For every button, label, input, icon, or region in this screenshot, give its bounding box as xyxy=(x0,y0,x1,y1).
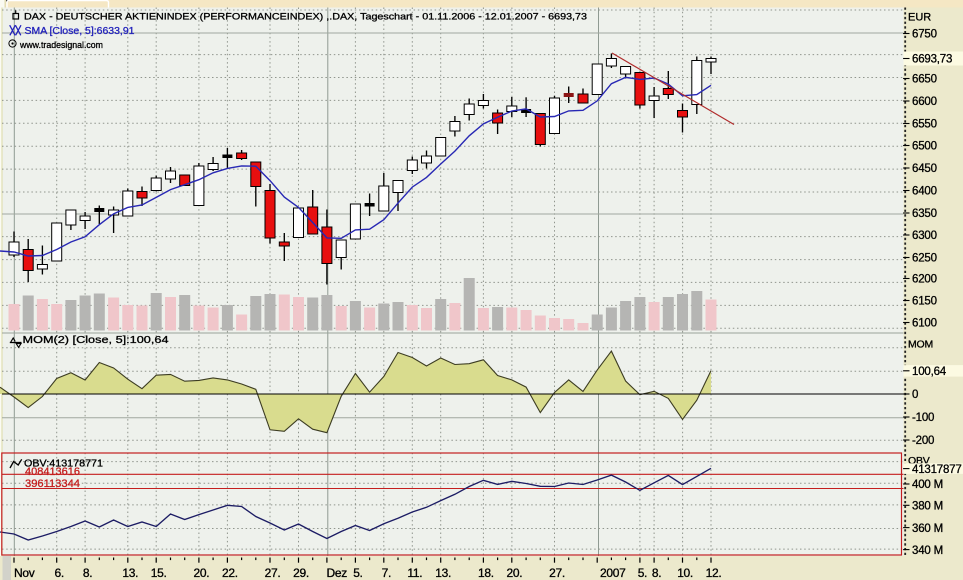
svg-text:27.: 27. xyxy=(549,566,565,580)
svg-text:2007: 2007 xyxy=(600,566,626,580)
svg-text:EUR: EUR xyxy=(908,12,931,24)
svg-text:7.: 7. xyxy=(382,566,391,580)
svg-text:10.: 10. xyxy=(677,566,693,580)
svg-text:Dez: Dez xyxy=(327,566,348,580)
svg-text:6600: 6600 xyxy=(912,96,937,108)
svg-text:8.: 8. xyxy=(83,566,92,580)
svg-text:6.: 6. xyxy=(54,566,63,580)
svg-text:6693,73: 6693,73 xyxy=(912,54,952,66)
svg-text:27.: 27. xyxy=(265,566,281,580)
svg-text:18.: 18. xyxy=(478,566,494,580)
svg-text:380 M: 380 M xyxy=(912,501,943,513)
svg-text:6350: 6350 xyxy=(912,208,937,220)
svg-text:SMA [Close, 5]:6633,91: SMA [Close, 5]:6633,91 xyxy=(25,25,135,37)
svg-text:6400: 6400 xyxy=(912,186,937,198)
svg-text:22.: 22. xyxy=(222,566,238,580)
svg-text:-100: -100 xyxy=(912,412,934,424)
svg-text:20.: 20. xyxy=(194,566,210,580)
svg-text:6500: 6500 xyxy=(912,141,937,153)
svg-text:6100: 6100 xyxy=(912,318,937,330)
svg-text:400 M: 400 M xyxy=(912,479,943,491)
svg-text:6200: 6200 xyxy=(912,274,937,286)
svg-text:100,64: 100,64 xyxy=(912,366,947,378)
svg-text:13.: 13. xyxy=(435,566,451,580)
svg-text:408413616: 408413616 xyxy=(25,466,80,478)
svg-text:0: 0 xyxy=(912,389,918,401)
svg-text:396113344: 396113344 xyxy=(25,478,80,490)
svg-text:6450: 6450 xyxy=(912,163,937,175)
svg-text:15.: 15. xyxy=(151,566,167,580)
svg-text:29.: 29. xyxy=(293,566,309,580)
svg-text:MOM(2) [Close, 5]:100,64: MOM(2) [Close, 5]:100,64 xyxy=(23,335,170,346)
svg-text:OBV:413178771: OBV:413178771 xyxy=(24,458,103,469)
svg-text:12.: 12. xyxy=(706,566,722,580)
svg-text:6300: 6300 xyxy=(912,230,937,242)
svg-text:5.: 5. xyxy=(353,566,362,580)
svg-text:-200: -200 xyxy=(912,435,934,447)
svg-text:41317877: 41317877 xyxy=(912,464,962,476)
svg-text:6150: 6150 xyxy=(912,296,937,308)
svg-text:www.tradesignal.com: www.tradesignal.com xyxy=(19,40,103,51)
svg-text:5.: 5. xyxy=(638,566,647,580)
svg-text:Nov: Nov xyxy=(14,566,35,580)
svg-text:6650: 6650 xyxy=(912,74,937,86)
svg-text:MOM: MOM xyxy=(908,339,933,351)
svg-text:6750: 6750 xyxy=(912,29,937,41)
svg-text:13.: 13. xyxy=(122,566,138,580)
svg-text:6250: 6250 xyxy=(912,253,937,265)
svg-text:360 M: 360 M xyxy=(912,523,943,535)
svg-text:DAX - DEUTSCHER AKTIENINDEX (: DAX - DEUTSCHER AKTIENINDEX (PERFORMANCE… xyxy=(24,12,587,23)
svg-text:20.: 20. xyxy=(507,566,523,580)
svg-text:11.: 11. xyxy=(407,566,422,580)
svg-text:6550: 6550 xyxy=(912,119,937,131)
svg-text:8.: 8. xyxy=(652,566,661,580)
svg-text:340 M: 340 M xyxy=(912,545,943,557)
